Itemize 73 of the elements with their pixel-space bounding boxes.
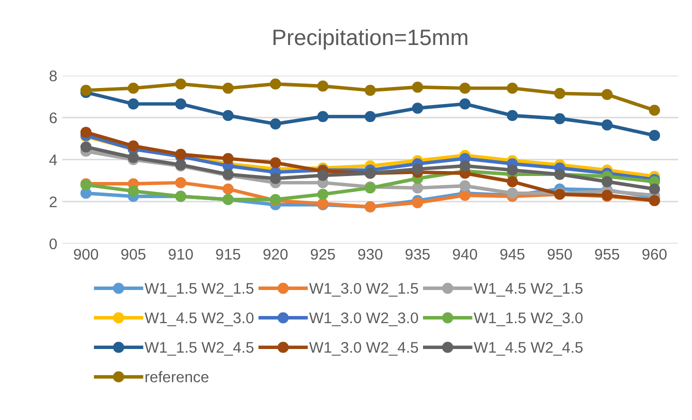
point: [128, 140, 139, 152]
point: [648, 104, 660, 116]
point: [317, 110, 328, 122]
point: [222, 183, 234, 195]
point: [554, 113, 566, 124]
x-tick-label: 930: [358, 248, 382, 260]
point: [412, 182, 424, 194]
point: [459, 98, 471, 110]
point: [175, 78, 186, 90]
x-tick-label: 910: [168, 248, 193, 260]
x-tick-label: 925: [310, 248, 335, 260]
x-tick-label: 955: [595, 248, 620, 260]
point: [648, 183, 660, 195]
point: [270, 78, 282, 90]
point: [506, 176, 518, 188]
y-tick-label: 2: [50, 196, 57, 208]
point: [602, 88, 613, 100]
point: [412, 82, 424, 93]
point: [412, 163, 424, 175]
point: [80, 126, 92, 138]
point: [506, 164, 518, 176]
point: [317, 170, 328, 181]
point: [554, 88, 566, 100]
x-tick-label: 960: [642, 248, 667, 260]
point: [602, 176, 613, 188]
x-tick-label: 920: [263, 248, 288, 260]
point: [364, 84, 376, 96]
legend-label: W1_3.0 W2_1.5: [309, 282, 418, 297]
y-tick-label: 6: [50, 112, 57, 124]
legend-label: W1_3.0 W2_3.0: [309, 312, 418, 326]
legend-label: W1_3.0 W2_4.5: [309, 342, 418, 356]
x-tick-label: 940: [452, 248, 478, 260]
x-tick-label: 915: [216, 248, 240, 260]
legend-label: W1_1.5 W2_4.5: [144, 342, 254, 356]
legend-label: W1_4.5 W2_1.5: [474, 282, 583, 297]
point: [222, 152, 234, 164]
point: [128, 98, 139, 110]
x-tick-label: 935: [406, 248, 430, 260]
point: [459, 180, 471, 192]
point: [648, 130, 660, 142]
y-tick-label: 8: [50, 70, 57, 82]
point: [222, 82, 234, 94]
legend-label: W1_4.5 W2_4.5: [474, 342, 583, 356]
point: [80, 141, 92, 153]
point: [270, 118, 282, 130]
point: [317, 80, 328, 92]
x-tick-label: 900: [74, 248, 98, 260]
point: [270, 157, 282, 168]
point: [128, 152, 139, 164]
point: [412, 102, 424, 114]
legend-label: W1_1.5 W2_1.5: [144, 282, 254, 297]
legend-label: reference: [146, 371, 208, 382]
point: [459, 160, 471, 172]
y-tick-label: 4: [49, 154, 57, 166]
point: [602, 119, 613, 131]
legend-label: W1_4.5 W2_3.0: [144, 312, 254, 326]
point: [175, 98, 186, 110]
point: [364, 110, 376, 122]
point: [270, 172, 282, 184]
y-tick-label: 0: [50, 238, 57, 250]
point: [506, 110, 518, 122]
x-tick-label: 950: [548, 248, 572, 260]
chart-title: Precipitation=15mm: [274, 28, 468, 50]
point: [128, 186, 139, 197]
point: [222, 110, 234, 122]
legend-label: W1_1.5 W2_3.0: [474, 312, 583, 326]
point: [175, 177, 186, 188]
point: [128, 82, 139, 94]
point: [459, 82, 471, 94]
x-tick-label: 905: [121, 248, 146, 260]
point: [317, 188, 328, 200]
x-tick-label: 945: [500, 248, 524, 260]
point: [506, 82, 518, 94]
